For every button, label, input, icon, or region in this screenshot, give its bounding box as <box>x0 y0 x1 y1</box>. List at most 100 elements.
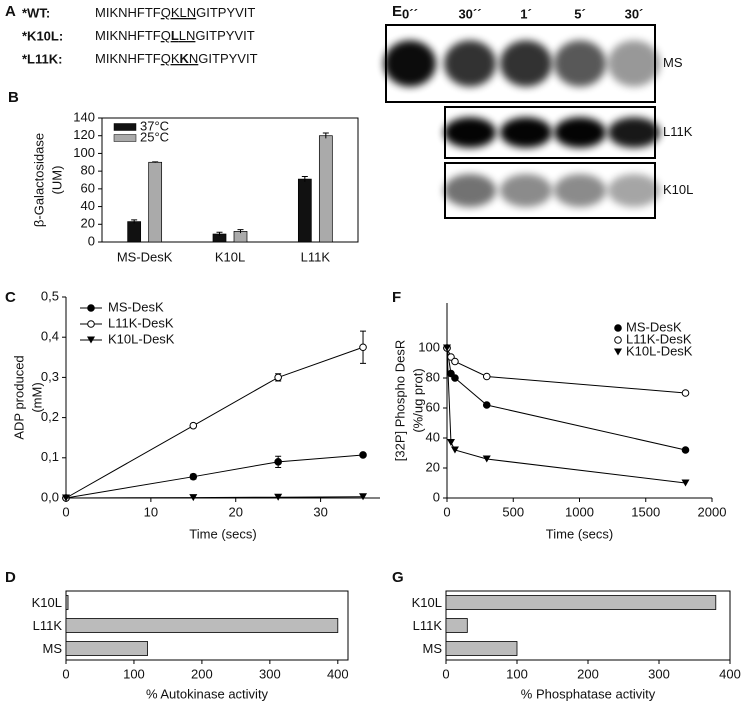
legend-label: MS-DesK <box>108 299 164 314</box>
panel-label: G <box>392 569 404 586</box>
lane-label: 1´ <box>520 6 532 21</box>
sequence: MIKNHFTFQKLNGITPYVIT <box>95 5 255 20</box>
x-axis-label: % Autokinase activity <box>146 686 269 701</box>
x-tick-label: 400 <box>719 666 741 681</box>
x-tick-label: 100 <box>123 666 145 681</box>
sequence-label: *K10L: <box>22 28 63 43</box>
sequence-segment: MIKNHFTF <box>95 28 161 43</box>
y-tick-label: 140 <box>73 109 95 124</box>
x-axis-label: Time (secs) <box>546 526 613 541</box>
x-tick-label: L11K <box>301 249 331 264</box>
marker <box>482 401 491 409</box>
y-tick-label: 20 <box>426 459 440 474</box>
x-tick-label: 100 <box>506 666 528 681</box>
y-tick-label: 0,2 <box>41 409 59 424</box>
legend-label: K10L-DesK <box>108 331 175 346</box>
y-tick-label: MS <box>423 641 443 656</box>
plot-frame <box>101 117 359 243</box>
y-tick-label: 100 <box>73 145 95 160</box>
x-tick-label: 2000 <box>698 504 727 519</box>
x-tick-label: 200 <box>577 666 599 681</box>
x-tick-label: 300 <box>648 666 670 681</box>
y-tick-label: 40 <box>81 198 95 213</box>
y-axis-label: β-Galactosidase <box>31 133 46 227</box>
series-line <box>65 496 364 499</box>
bar <box>445 595 717 610</box>
bar <box>65 618 339 633</box>
row-label: L11K <box>663 124 693 139</box>
y-tick-label: L11K <box>33 618 63 633</box>
x-tick-label: 0 <box>443 504 450 519</box>
marker <box>189 494 198 502</box>
marker <box>482 455 491 463</box>
y-tick-label: K10L <box>32 595 62 610</box>
marker <box>62 494 70 502</box>
x-tick-label: 0 <box>62 504 69 519</box>
error-bar <box>152 161 159 163</box>
lane-label: 30´´ <box>458 6 481 21</box>
sequence-label: *WT: <box>22 5 50 20</box>
x-tick-label: K10L <box>215 249 245 264</box>
blot-band <box>608 117 660 148</box>
y-tick-label: 0,0 <box>41 489 59 504</box>
y-axis-label: ADP produced <box>11 355 26 439</box>
row-label: K10L <box>663 182 693 197</box>
marker <box>359 493 368 501</box>
sequence-segment: MIKNHFTF <box>95 5 161 20</box>
y-tick-label: 0,4 <box>41 329 59 344</box>
bar <box>127 221 142 243</box>
legend-marker <box>614 336 622 344</box>
blot-band <box>500 117 552 148</box>
marker <box>189 472 198 481</box>
sequence-label: *L11K: <box>22 51 62 66</box>
bar <box>148 161 163 243</box>
x-tick-label: 1500 <box>631 504 660 519</box>
y-tick-label: 100 <box>418 339 440 354</box>
series-line <box>65 454 364 499</box>
x-tick-label: 400 <box>327 666 349 681</box>
legend-marker <box>87 304 95 312</box>
sequence-segment: MIKNHFTF <box>95 51 161 66</box>
marker <box>274 458 282 466</box>
panel-label: A <box>5 3 16 20</box>
x-tick-label: MS-DesK <box>117 249 173 264</box>
y-tick-label: 0,5 <box>41 288 59 303</box>
sequence-segment: QKLN <box>161 5 196 20</box>
marker <box>274 373 282 382</box>
marker <box>681 446 690 454</box>
sequence-segment: QK <box>161 51 180 66</box>
legend-marker <box>87 320 95 328</box>
bar <box>318 135 333 243</box>
row-label: MS <box>663 55 683 70</box>
blot-band <box>554 174 606 207</box>
blot-band <box>500 174 552 207</box>
blot-band <box>608 40 660 87</box>
panel-label: E <box>392 3 402 20</box>
sequence-segment: LN <box>179 28 196 43</box>
marker <box>443 344 451 352</box>
blot-band <box>444 174 496 207</box>
legend-marker <box>87 336 95 344</box>
blot-band <box>384 40 436 87</box>
legend-marker <box>614 348 622 356</box>
series-line <box>446 347 686 451</box>
marker <box>189 421 198 430</box>
marker <box>359 343 367 352</box>
x-tick-label: 30 <box>313 504 327 519</box>
x-axis-label: Time (secs) <box>189 526 256 541</box>
y-tick-label: 0 <box>433 489 440 504</box>
x-tick-label: 200 <box>191 666 213 681</box>
x-tick-label: 10 <box>144 504 158 519</box>
legend-label: 37°C <box>140 118 169 133</box>
y-tick-label: 0,3 <box>41 369 59 384</box>
y-axis-label: (UM) <box>49 166 64 195</box>
bar <box>65 641 148 656</box>
sequence-segment: N <box>189 51 198 66</box>
y-tick-label: 20 <box>81 216 95 231</box>
error-bar <box>301 175 308 182</box>
sequence-segment: GITPYVIT <box>196 5 255 20</box>
marker <box>274 493 283 501</box>
y-tick-label: 40 <box>426 429 440 444</box>
panel-label: C <box>5 289 16 306</box>
